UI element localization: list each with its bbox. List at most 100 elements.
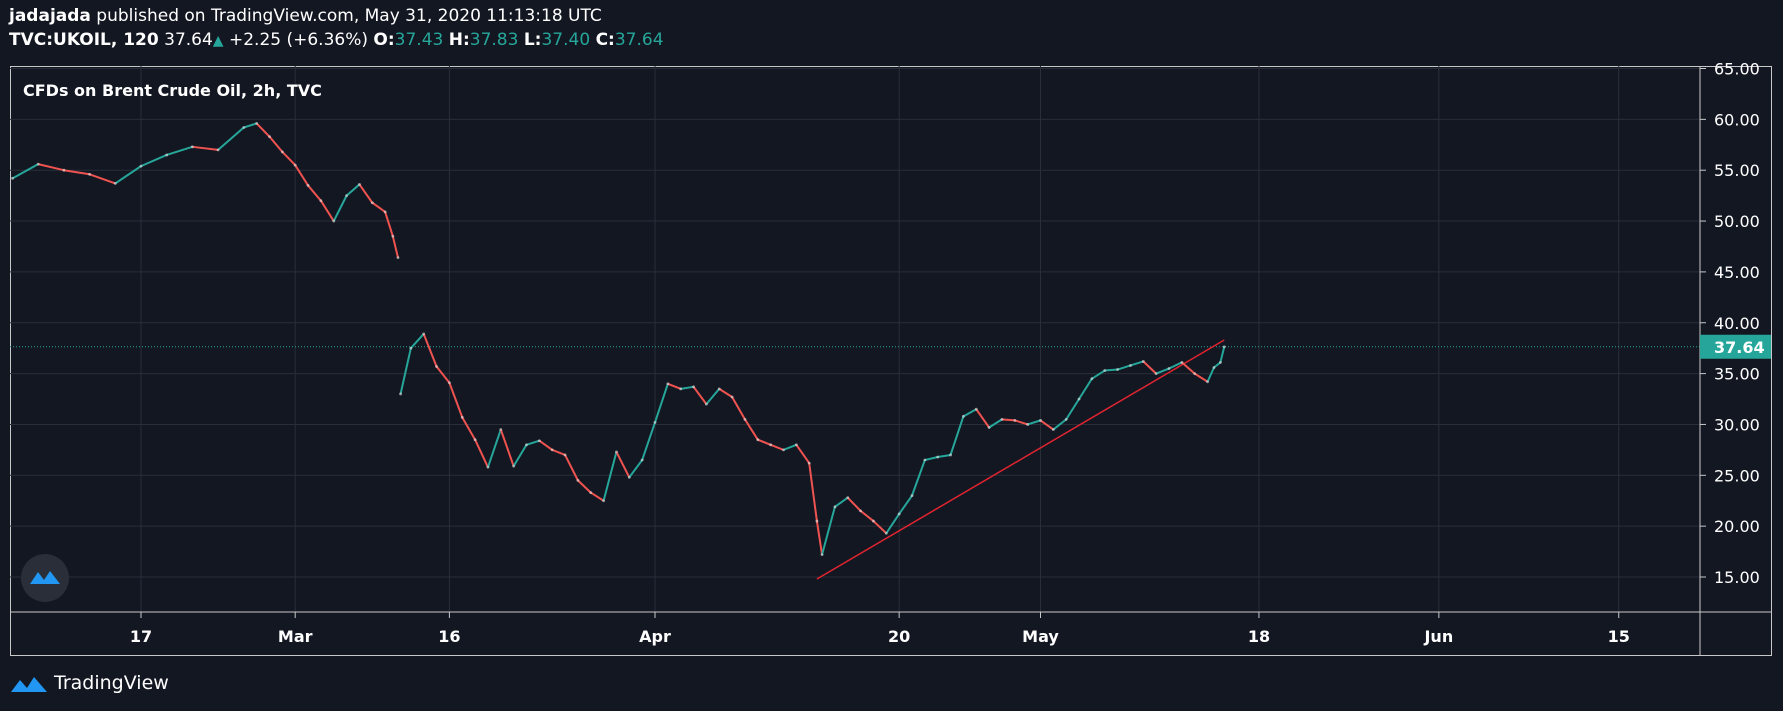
price-point [872,519,875,523]
price-segment [1181,361,1196,375]
price-segment [654,383,669,423]
symbol-label: TVC:UKOIL, 120 [9,30,159,50]
footer-brand[interactable]: TradingView [10,672,169,694]
price-segment [590,491,605,502]
price-point [1222,345,1226,349]
price-point [1180,361,1184,364]
price-point [11,176,14,180]
price-point [974,407,978,411]
price-point [280,150,284,154]
price-segment [422,333,438,367]
price-point [486,465,490,469]
price-point [1219,361,1222,364]
price-segment [628,459,643,478]
price-point [615,450,618,454]
price-segment [975,408,990,429]
price-point [640,458,644,462]
price-segment [705,388,721,405]
logo-badge[interactable] [21,554,69,602]
price-point [846,496,850,500]
price-segment [63,169,90,176]
price-point [88,172,91,176]
low-value: 37.40 [541,30,591,50]
current-price-label: 37.64 [1714,338,1765,357]
price-segment [744,418,759,441]
price-segment [937,453,951,458]
open-value: 37.43 [394,30,444,50]
price-point [1000,417,1004,421]
price-segment [834,496,849,508]
y-tick-label: 50.00 [1714,212,1760,231]
price-segment [962,408,977,418]
x-tick-label: Apr [639,627,671,646]
price-point [448,381,451,385]
price-point [399,392,402,396]
price-point [1206,380,1209,384]
x-tick-label: 18 [1248,627,1270,646]
price-point [1039,418,1042,422]
price-segment [192,145,219,151]
price-point [391,234,395,238]
price-segment [1104,368,1118,372]
price-segment [885,513,900,534]
price-point [345,194,348,198]
price-point [370,201,374,205]
price-segment [320,200,335,222]
price-point [576,478,580,482]
price-segment [1052,418,1067,431]
price-segment [911,459,926,496]
price-segment [1155,367,1170,375]
y-tick-label: 45.00 [1714,263,1760,282]
price-segment [1168,361,1183,370]
price-segment [371,201,386,213]
price-segment [680,385,694,390]
price-segment [821,506,836,555]
price-point [807,461,811,465]
price-segment [718,388,733,398]
price-point [1167,367,1171,370]
price-segment [1130,360,1144,367]
price-point [306,184,310,187]
price-point [936,455,940,459]
price-segment [1091,369,1106,380]
price-point [512,464,516,468]
price-segment [538,439,553,451]
price-segment [332,195,348,222]
price-point [815,519,819,523]
price-segment [731,396,746,420]
trendline [816,339,1225,580]
price-segment [783,443,797,451]
chart-grid [10,66,1700,612]
price-point [191,145,194,149]
price-point [537,439,541,443]
price-segment [410,333,425,349]
price-point [525,443,528,447]
price-point [923,458,927,462]
price-segment [859,510,875,522]
price-segment [89,173,116,185]
price-point [897,512,901,516]
price-segment [255,122,271,138]
author-name[interactable]: jadajada [9,6,91,26]
price-segment [815,520,824,555]
price-point [1116,368,1119,371]
price-segment [294,164,309,186]
price-point [216,148,220,152]
price-segment [1078,378,1093,400]
price-point [1077,397,1081,401]
price-point [833,505,837,509]
price-point [1103,369,1107,372]
price-segment [512,444,528,467]
price-segment [474,439,489,468]
price-segment [1027,419,1041,426]
price-segment [757,438,772,446]
publish-line: jadajada published on TradingView.com, M… [9,4,664,28]
price-point [1154,372,1158,375]
publish-info: published on TradingView.com, May 31, 20… [96,6,602,26]
price-point [769,443,773,447]
price-segment [499,429,515,467]
price-segment [1039,419,1054,431]
price-point [679,387,683,391]
price-segment [602,451,618,501]
